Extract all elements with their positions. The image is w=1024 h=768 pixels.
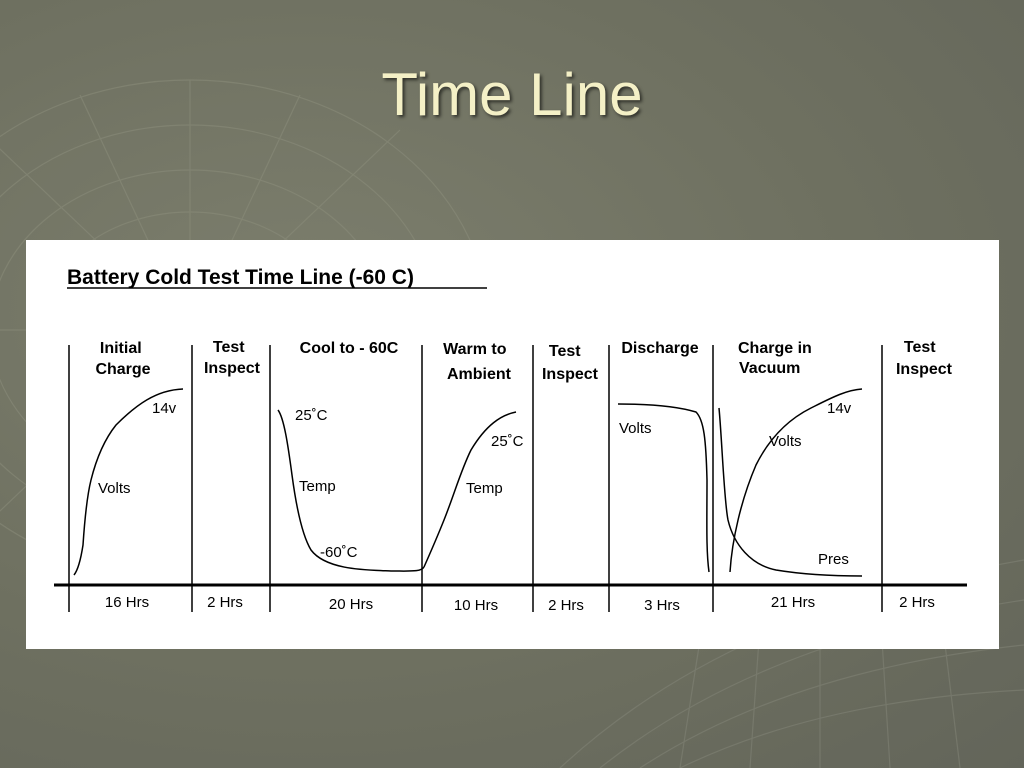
phase-label-cool: Cool to - 60C [300,340,399,357]
curve-label: -60˚C [320,544,358,561]
curve-label: 25˚C [491,433,524,450]
duration-label: 2 Hrs [548,597,584,614]
slide-title: Time Line [381,61,643,128]
cool-temp-curve [277,409,425,572]
curve-label: Volts [619,420,652,437]
curve-label: 14v [827,400,852,417]
phase-label-test-inspect-2: Test Inspect [542,343,599,383]
duration-label: 20 Hrs [329,596,373,613]
phase-label-test-inspect-3: Test Inspect [896,339,953,378]
duration-label: 10 Hrs [454,597,498,614]
phase-label-discharge: Discharge [621,340,698,357]
curves [73,388,863,577]
duration-label: 2 Hrs [207,594,243,611]
curve-labels: 14v Volts 25˚C Temp -60˚C 25˚C Temp Volt… [98,400,852,568]
phase-label-warm-to-ambient: Warm to Ambient [443,341,512,383]
phase-labels: Initial Charge Test Inspect Cool to - 60… [95,339,952,383]
phase-label-initial-charge: Initial Charge [95,340,150,378]
curve-label: Temp [299,478,336,495]
warm-temp-curve [423,411,517,568]
duration-label: 16 Hrs [105,594,149,611]
duration-label: 3 Hrs [644,597,680,614]
duration-label: 21 Hrs [771,594,815,611]
curve-label: Volts [98,480,131,497]
curve-label: Pres [818,551,849,568]
duration-label: 2 Hrs [899,594,935,611]
curve-label: Temp [466,480,503,497]
phase-label-test-inspect-1: Test Inspect [204,339,261,377]
phase-dividers [68,345,883,612]
discharge-volts-curve [617,403,710,573]
diagram-heading: Battery Cold Test Time Line (-60 C) [67,266,414,289]
curve-label: 14v [152,400,177,417]
curve-label: Volts [769,433,802,450]
duration-labels: 16 Hrs 2 Hrs 20 Hrs 10 Hrs 2 Hrs 3 Hrs 2… [105,594,935,614]
vacuum-pres-curve [718,407,863,577]
phase-label-charge-in-vacuum: Charge in Vacuum [738,340,816,377]
vacuum-volts-curve [729,388,863,573]
curve-label: 25˚C [295,407,328,424]
timeline-diagram: Battery Cold Test Time Line (-60 C) Init… [26,240,999,649]
initial-charge-volts-curve [73,388,184,576]
